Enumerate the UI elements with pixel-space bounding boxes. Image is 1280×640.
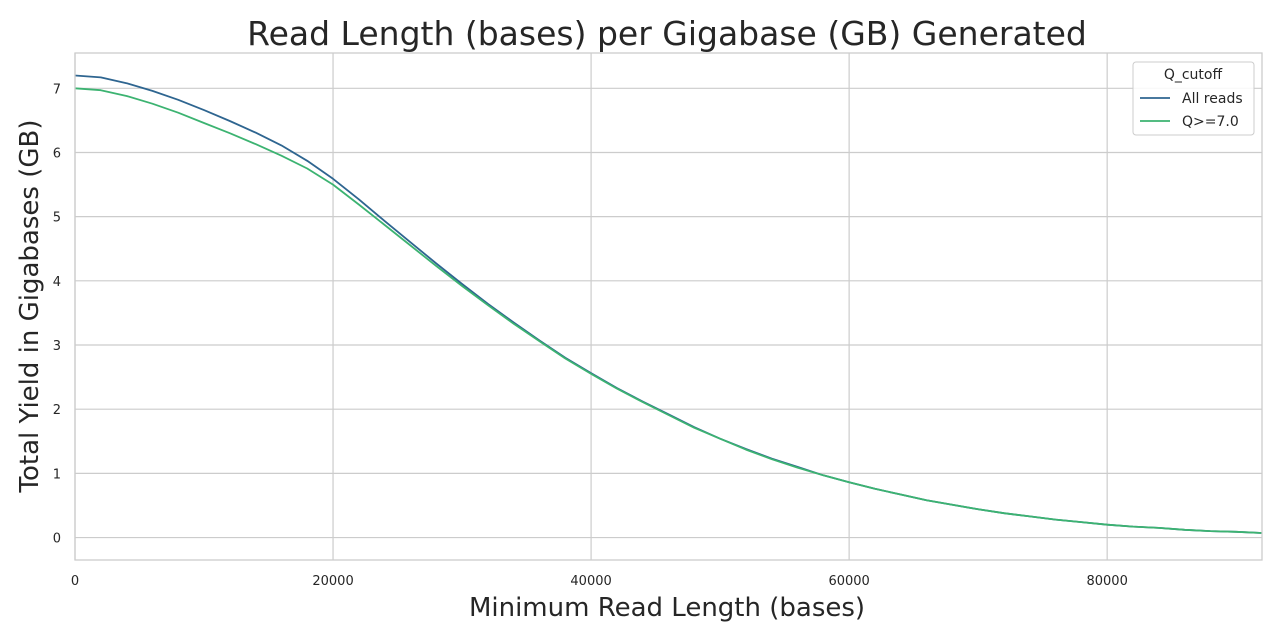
x-tick-label: 80000 xyxy=(1086,574,1127,589)
x-tick-label: 0 xyxy=(71,574,79,589)
y-axis-title: Total Yield in Gigabases (GB) xyxy=(15,120,45,494)
x-tick-label: 20000 xyxy=(312,574,353,589)
tick-labels: 0 20000 40000 60000 80000 0 1 2 3 4 5 6 7 xyxy=(53,82,1128,589)
y-tick-label: 2 xyxy=(53,403,61,418)
x-tick-label: 40000 xyxy=(570,574,611,589)
y-tick-label: 5 xyxy=(53,211,61,226)
grid-lines xyxy=(74,53,1262,560)
x-axis-title: Minimum Read Length (bases) xyxy=(469,593,865,623)
chart-title: Read Length (bases) per Gigabase (GB) Ge… xyxy=(247,14,1087,53)
legend-label-all-reads: All reads xyxy=(1182,91,1243,107)
legend-box xyxy=(1132,61,1255,136)
y-tick-label: 0 xyxy=(53,532,61,547)
legend-title: Q_cutoff xyxy=(1164,67,1223,83)
legend: Q_cutoff All reads Q>=7.0 xyxy=(1132,61,1255,136)
x-tick-label: 60000 xyxy=(828,574,869,589)
y-tick-label: 7 xyxy=(53,82,61,97)
y-tick-label: 1 xyxy=(53,467,61,482)
series-line-q7 xyxy=(74,87,1263,534)
y-tick-label: 6 xyxy=(53,146,61,161)
y-tick-label: 4 xyxy=(53,275,61,290)
y-tick-label: 3 xyxy=(53,339,61,354)
series-line-all-reads xyxy=(74,74,1263,534)
legend-label-q7: Q>=7.0 xyxy=(1182,114,1239,130)
series-lines xyxy=(74,74,1263,534)
plot-frame xyxy=(74,52,1263,561)
